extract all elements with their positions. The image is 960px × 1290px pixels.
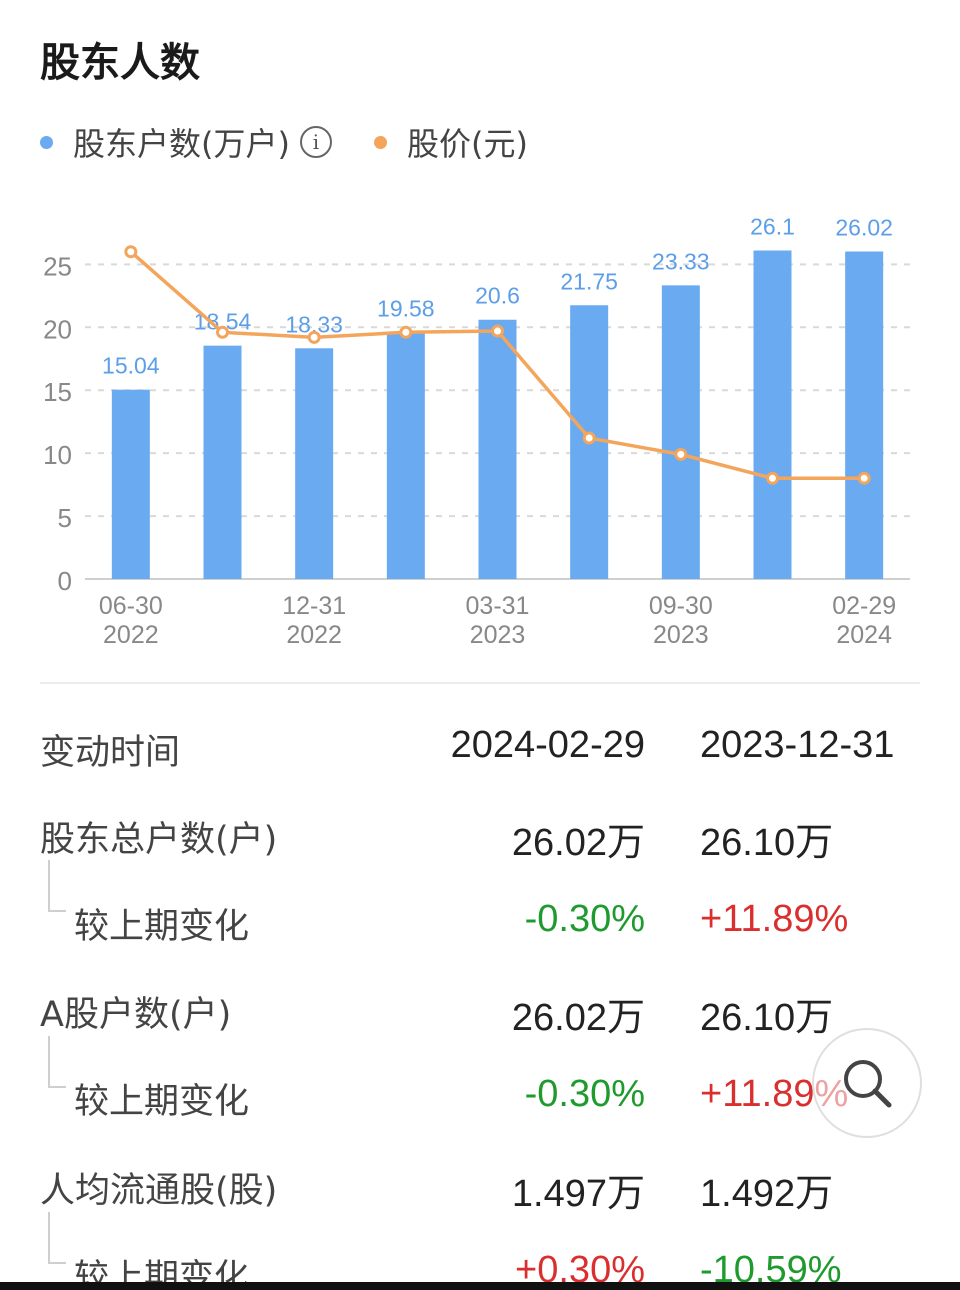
legend-holders-label: 股东户数(万户) [73,125,290,163]
price-point [124,245,138,259]
x-tick-year-label: 2022 [286,621,342,649]
y-tick-label: 15 [43,377,72,407]
chart-legend: 股东户数(万户) i 股价(元) [40,120,528,164]
row-label: 较上期变化 [74,907,250,947]
header-label: 变动时间 [40,733,181,773]
y-tick-label: 25 [43,251,72,281]
bar-value-label: 15.04 [102,353,160,379]
row-value-2: 1.492万 [700,1173,834,1215]
table-row: 人均流通股(股) 1.497万 1.492万 [0,1154,960,1215]
header-date-1: 2024-02-29 [450,724,645,766]
row-value-1: -0.30% [524,1073,645,1115]
section-divider [40,682,920,684]
y-tick-label: 20 [43,314,72,344]
bar-value-label: 23.33 [652,248,710,274]
x-tick-year-label: 2023 [470,621,526,649]
price-point [491,324,504,338]
price-point [216,325,229,339]
y-tick-label: 10 [43,440,72,470]
table-row: 股东总户数(户) 26.02万 26.10万 [0,803,960,864]
holder-table: 变动时间 2024-02-29 2023-12-31 股东总户数(户) 26.0… [0,700,960,1290]
row-value-1: 1.497万 [511,1173,645,1215]
x-tick-label: 02-29 [832,592,896,620]
row-label: A股户数(户) [40,995,232,1035]
x-tick-year-label: 2022 [103,621,159,649]
bar-value-label: 26.02 [835,215,893,241]
tree-connector [48,1212,66,1264]
row-label: 人均流通股(股) [40,1171,278,1211]
magnifier-icon [844,1060,892,1108]
bar [111,389,150,579]
price-point [399,325,413,339]
row-label: 股东总户数(户) [40,820,278,860]
x-tick-label: 06-30 [99,592,163,620]
bar [386,332,425,579]
bar [295,348,334,579]
bar-value-label: 20.6 [475,283,520,309]
price-point [857,471,871,485]
price-point [307,330,321,344]
row-value-2: 26.10万 [700,822,834,864]
table-row: 较上期变化 -0.30% +11.89% [0,890,960,950]
row-value-2: +11.89% [700,898,849,940]
tree-connector [48,1036,66,1088]
row-value-1: -0.30% [524,898,645,940]
x-tick-label: 12-31 [282,592,346,620]
tree-connector [48,860,66,912]
bar [203,345,242,579]
table-header-row: 变动时间 2024-02-29 2023-12-31 [0,716,960,776]
bar [845,251,884,579]
bar-value-label: 19.58 [377,296,435,322]
price-point [766,471,779,485]
bar-value-label: 21.75 [560,268,618,294]
row-value-1: 26.02万 [511,997,645,1039]
page-title: 股东人数 [40,40,200,86]
info-icon[interactable]: i [299,126,332,158]
bottom-bar [0,1282,960,1290]
legend-price-dot [373,135,387,149]
row-value-1: 26.02万 [511,822,645,864]
bar [478,319,517,579]
y-tick-label: 0 [58,566,72,596]
row-value-2: 26.10万 [700,997,834,1039]
legend-price-label: 股价(元) [406,125,528,163]
x-tick-label: 03-31 [466,592,530,620]
bar [753,250,792,579]
y-tick-label: 5 [58,503,72,533]
x-tick-label: 09-30 [649,592,713,620]
legend-price[interactable]: 股价(元) [373,119,528,165]
header-date-2: 2023-12-31 [700,724,895,766]
table-row: A股户数(户) 26.02万 26.10万 [0,978,960,1039]
legend-holders[interactable]: 股东户数(万户) i [40,119,374,165]
bar [661,285,700,579]
price-point [674,447,688,461]
legend-holders-dot [40,135,53,149]
zoom-button[interactable] [812,1028,922,1138]
x-tick-year-label: 2023 [653,621,709,649]
bar-value-label: 26.1 [750,214,795,240]
price-point [582,431,596,445]
x-tick-year-label: 2024 [836,621,892,649]
row-label: 较上期变化 [74,1082,250,1122]
